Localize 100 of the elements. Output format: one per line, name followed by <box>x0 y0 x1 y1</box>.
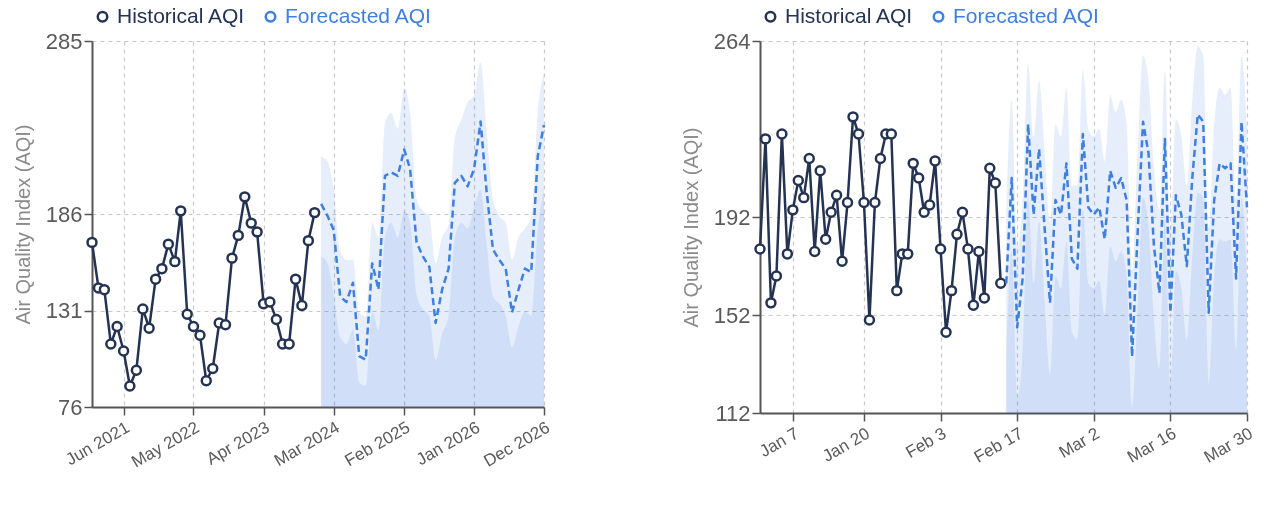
point <box>995 277 1007 289</box>
point <box>874 152 887 165</box>
point <box>863 314 876 326</box>
point <box>912 172 925 184</box>
point <box>130 364 143 376</box>
point <box>289 273 302 285</box>
x-tick-label: Mar 2024 <box>270 417 343 471</box>
point <box>226 252 238 264</box>
point <box>200 375 212 387</box>
point <box>264 296 276 308</box>
point <box>809 245 821 258</box>
point <box>169 255 181 268</box>
legend-label: Historical AQI <box>117 3 245 27</box>
point <box>194 329 206 341</box>
x-tick-label: Mar 2 <box>1055 423 1103 462</box>
x-tick-label: Feb 2025 <box>341 417 414 471</box>
point <box>143 322 155 334</box>
point <box>967 299 980 312</box>
y-tick-label: 192 <box>713 204 751 230</box>
y-axis-title: Air Quality Index (AQI) <box>679 127 702 328</box>
point <box>232 229 244 242</box>
point <box>124 380 136 392</box>
point <box>978 292 991 304</box>
point <box>940 326 952 338</box>
point <box>137 303 149 315</box>
point <box>175 205 187 217</box>
point <box>245 217 257 229</box>
point <box>798 191 810 204</box>
x-tick-label: Mar 16 <box>1124 423 1180 467</box>
point <box>787 204 799 216</box>
point <box>219 318 232 331</box>
y-tick-label: 285 <box>45 28 83 54</box>
x-tick-label: Jan 7 <box>756 423 802 462</box>
x-tick-label: Feb 17 <box>970 423 1027 467</box>
point <box>885 128 898 140</box>
point <box>825 206 837 219</box>
point <box>149 273 162 285</box>
point <box>765 297 777 309</box>
point <box>951 228 963 241</box>
x-tick-label: Mar 30 <box>1200 423 1256 467</box>
point <box>852 128 865 140</box>
point <box>207 362 219 375</box>
point <box>98 283 111 296</box>
point <box>187 320 200 333</box>
point <box>283 338 295 350</box>
x-tick-label: Jan 20 <box>819 423 873 466</box>
point <box>830 189 843 201</box>
point <box>270 313 283 326</box>
point <box>776 128 788 140</box>
point <box>792 174 805 187</box>
legend-label: Forecasted AQI <box>285 3 431 27</box>
y-axis-title: Air Quality Index (AQI) <box>11 124 34 325</box>
point <box>117 345 130 357</box>
point <box>869 196 881 209</box>
point <box>302 234 315 247</box>
x-tick-label: Apr 2023 <box>203 417 273 469</box>
y-tick-label: 152 <box>713 302 751 328</box>
point <box>86 236 98 249</box>
point <box>929 155 941 167</box>
point <box>308 206 321 219</box>
point <box>105 338 117 350</box>
y-tick-label: 76 <box>58 394 83 420</box>
point <box>973 245 985 258</box>
point <box>923 199 936 211</box>
point <box>156 262 168 275</box>
point <box>819 233 832 245</box>
point <box>239 191 251 203</box>
point <box>989 177 1002 189</box>
point <box>858 196 870 209</box>
legend-label: Historical AQI <box>785 3 913 27</box>
y-tick-label: 186 <box>45 201 83 227</box>
y-tick-label: 264 <box>713 28 751 54</box>
line-series <box>319 120 546 361</box>
point <box>111 320 123 333</box>
y-tick-label: 112 <box>715 400 751 426</box>
point <box>847 111 859 123</box>
point <box>296 299 308 312</box>
point <box>984 162 996 174</box>
point <box>759 133 772 145</box>
point <box>162 238 175 250</box>
point <box>803 152 815 165</box>
y-tick-label: 131 <box>45 298 83 324</box>
point <box>181 308 193 320</box>
point <box>962 243 974 255</box>
point <box>841 196 854 209</box>
x-tick-label: Feb 3 <box>902 423 950 462</box>
point <box>907 157 919 170</box>
point <box>770 270 783 282</box>
point <box>934 243 947 255</box>
point <box>251 226 263 238</box>
legend-label: Forecasted AQI <box>953 3 1099 27</box>
point <box>891 284 903 297</box>
point <box>814 165 826 177</box>
point <box>902 248 914 260</box>
point <box>918 206 930 219</box>
point <box>754 243 766 255</box>
point <box>836 255 848 267</box>
point <box>956 206 969 219</box>
point <box>781 248 794 260</box>
point <box>945 284 958 297</box>
